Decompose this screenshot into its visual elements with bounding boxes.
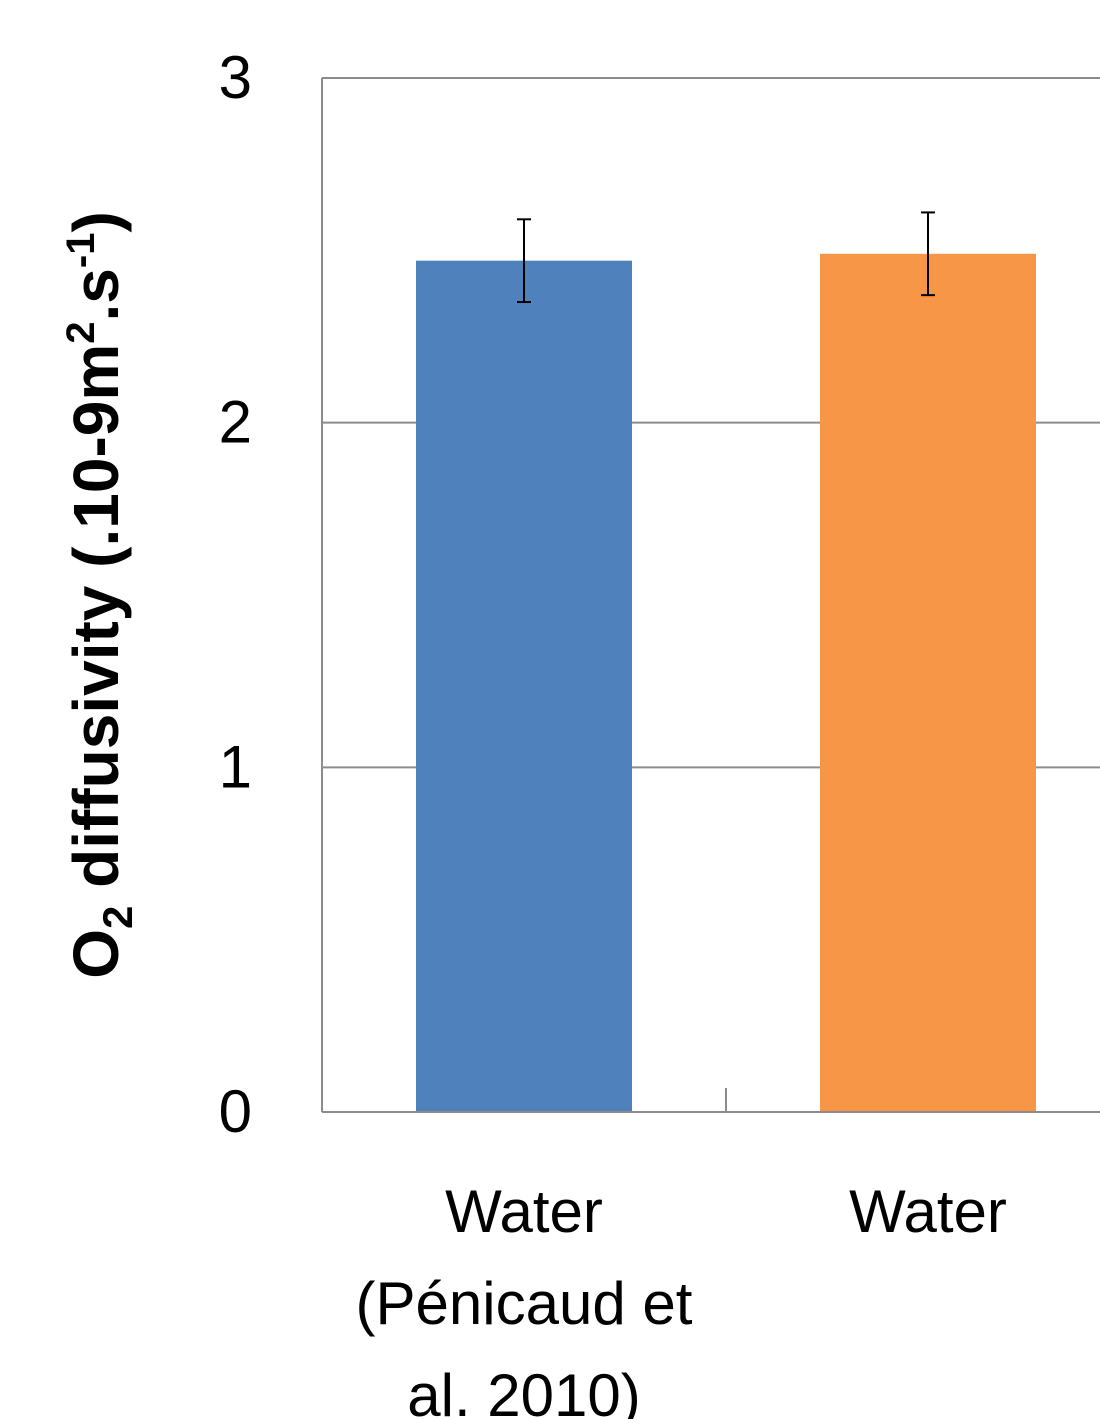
y-tick-label: 0 [219,1078,252,1145]
error-bars [517,211,935,304]
y-tick-label: 3 [219,44,252,111]
x-category-label: Water [445,1178,603,1245]
y-tick-labels: 0 1 2 3 [219,44,252,1145]
x-category-label: Water [849,1178,1007,1245]
axes [321,77,1100,1113]
x-category-label: (Pénicaud et [356,1270,693,1337]
y-axis-label: O2 diffusivity (.10-9m2.s-1) [59,211,141,979]
y-tick-label: 1 [219,733,252,800]
y-tick-label: 2 [219,389,252,456]
bar [820,253,1036,1112]
x-category-label: al. 2010) [407,1362,641,1419]
x-category-labels: Water (Pénicaud et al. 2010) Water [356,1178,1007,1419]
bars [416,253,1036,1112]
bar [416,260,632,1112]
